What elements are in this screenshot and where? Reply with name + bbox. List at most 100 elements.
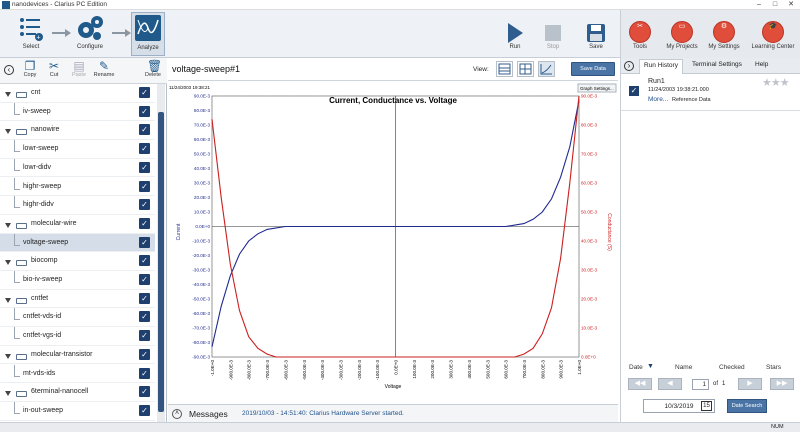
run-entry[interactable]: ✓ Run1 11/24/2003 19:38:21.000 More... R… [621, 75, 800, 109]
caret-down-icon[interactable] [5, 129, 11, 135]
cut-button[interactable]: ✂ Cut [48, 59, 60, 78]
tree-checkbox[interactable]: ✓ [139, 386, 150, 398]
close-window-button[interactable]: ✕ [788, 1, 794, 8]
prev-page-button[interactable]: ◀ [658, 378, 682, 390]
next-page-button[interactable]: ▶ [738, 378, 762, 390]
delete-button[interactable]: 🗑 Delete [145, 59, 163, 78]
tree-checkbox[interactable]: ✓ [139, 199, 150, 211]
tree-group[interactable]: biocomp ✓ [0, 252, 155, 271]
tree-checkbox[interactable]: ✓ [139, 330, 150, 342]
my-settings-button[interactable]: ⚙ My Settings [708, 21, 740, 50]
rename-button[interactable]: ✎ Rename [93, 59, 115, 78]
expand-messages-button[interactable]: ˄ [172, 409, 182, 419]
tree-group[interactable]: 6terminal-nanocell ✓ [0, 383, 155, 402]
tree-checkbox[interactable]: ✓ [139, 274, 150, 285]
tree-group[interactable]: cntfet ✓ [0, 290, 155, 309]
last-page-button[interactable]: ▶▶ [770, 378, 794, 390]
page-input[interactable]: 1 [692, 379, 709, 390]
more-link[interactable]: More... [648, 96, 669, 103]
expand-panel-button[interactable]: › [624, 61, 634, 71]
date-search-button[interactable]: Date Search [727, 399, 767, 413]
tab-help[interactable]: Help [755, 61, 769, 68]
tree-group[interactable]: cnt ✓ [0, 84, 155, 103]
first-page-button[interactable]: ◀◀ [628, 378, 652, 390]
tools-button[interactable]: ✂ Tools [625, 12, 655, 56]
tree-group[interactable]: molecular-wire ✓ [0, 215, 155, 234]
save-button[interactable]: Save [583, 12, 609, 56]
tree-checkbox[interactable]: ✓ [139, 124, 150, 136]
tab-terminal-settings[interactable]: Terminal Settings [692, 61, 742, 68]
caret-down-icon[interactable] [5, 297, 11, 303]
caret-down-icon[interactable] [5, 260, 11, 266]
sort-down-icon[interactable]: ▼ [647, 363, 654, 370]
tree-checkbox[interactable]: ✓ [139, 105, 150, 117]
my-projects-button[interactable]: ▭ My Projects [666, 21, 698, 50]
save-data-button[interactable]: Save Data [571, 62, 615, 76]
analyze-button[interactable]: Analyze [131, 12, 165, 56]
tree-checkbox[interactable]: ✓ [139, 404, 150, 416]
run-button[interactable]: Run [503, 12, 527, 56]
collapse-panel-button[interactable]: ‹ [3, 60, 15, 75]
star-icon[interactable]: ★ [779, 77, 790, 89]
star-icon[interactable]: ★ [762, 77, 772, 89]
copy-button[interactable]: ❐ Copy [23, 59, 37, 78]
tree-item[interactable]: iv-sweep ✓ [0, 102, 155, 122]
tree-item[interactable]: lowr-didv ✓ [0, 158, 155, 178]
tree-scrollbar[interactable] [157, 84, 165, 422]
tree-item[interactable]: lowr-sweep ✓ [0, 140, 155, 159]
maximize-button[interactable]: □ [772, 1, 778, 8]
num-lock-indicator: NUM [771, 424, 784, 430]
graph-settings-button[interactable] [577, 83, 617, 93]
tree-item[interactable]: voltage-sweep ✓ [0, 233, 155, 253]
date-field[interactable]: 10/3/2019 [643, 399, 715, 413]
star-rating[interactable]: ★★★ [762, 76, 790, 89]
y2-tick-label: 0.0E+0 [581, 355, 596, 360]
tree-item[interactable]: highr-didv ✓ [0, 196, 155, 215]
column-name[interactable]: Name [675, 364, 693, 371]
tree-checkbox[interactable]: ✓ [139, 161, 150, 173]
run-checkbox[interactable]: ✓ [629, 86, 639, 96]
tree-item[interactable]: cntfet-vds-id ✓ [0, 308, 155, 328]
caret-down-icon[interactable] [5, 391, 11, 397]
minimize-button[interactable]: – [757, 1, 761, 8]
tree-checkbox[interactable]: ✓ [139, 367, 150, 379]
tree-connector [14, 140, 20, 153]
graph-settings-label: Graph Settings... [580, 86, 614, 91]
calendar-icon[interactable]: 15 [701, 401, 712, 411]
paste-button[interactable]: ▤ Paste [71, 59, 87, 78]
view-table-button[interactable] [517, 61, 534, 77]
stop-button[interactable]: Stop [541, 12, 565, 56]
tree-item[interactable]: bio-iv-sweep ✓ [0, 271, 155, 290]
tree-item[interactable]: in-out-sweep ✓ [0, 401, 155, 421]
caret-down-icon[interactable] [5, 353, 11, 359]
tree-checkbox[interactable]: ✓ [139, 180, 150, 192]
tree-item[interactable]: mt-vds-ids ✓ [0, 364, 155, 384]
tab-run-history[interactable]: Run History [639, 59, 683, 74]
configure-button[interactable]: Configure [72, 12, 108, 56]
tree-item[interactable]: cntfet-vgs-id ✓ [0, 327, 155, 346]
tree-checkbox[interactable]: ✓ [139, 143, 150, 155]
star-icon[interactable]: ★ [770, 77, 781, 89]
tree-checkbox[interactable]: ✓ [139, 217, 150, 229]
caret-down-icon[interactable] [5, 92, 11, 97]
tree-group[interactable]: nanowire ✓ [0, 121, 155, 141]
tree-group[interactable]: molecular-transistor ✓ [0, 346, 155, 365]
column-stars[interactable]: Stars [766, 364, 782, 371]
tree-connector [14, 102, 20, 115]
select-button[interactable]: + Select [15, 12, 47, 56]
scrollbar-thumb[interactable] [158, 112, 164, 412]
tree-item[interactable]: highr-sweep ✓ [0, 177, 155, 197]
tree-checkbox[interactable]: ✓ [139, 255, 150, 267]
column-date[interactable]: Date [629, 364, 643, 371]
tree-checkbox[interactable]: ✓ [139, 87, 150, 98]
caret-down-icon[interactable] [5, 222, 11, 228]
tree-checkbox[interactable]: ✓ [139, 348, 150, 360]
tree-checkbox[interactable]: ✓ [139, 311, 150, 323]
tree-checkbox[interactable]: ✓ [139, 292, 150, 304]
column-checked[interactable]: Checked [719, 364, 745, 371]
right-tabs: › Run History Terminal Settings Help [621, 58, 800, 74]
view-sheet-button[interactable] [496, 61, 513, 77]
view-graph-button[interactable] [538, 61, 555, 77]
learning-center-button[interactable]: 🎓 Learning Center [751, 21, 795, 50]
tree-checkbox[interactable]: ✓ [139, 236, 150, 248]
